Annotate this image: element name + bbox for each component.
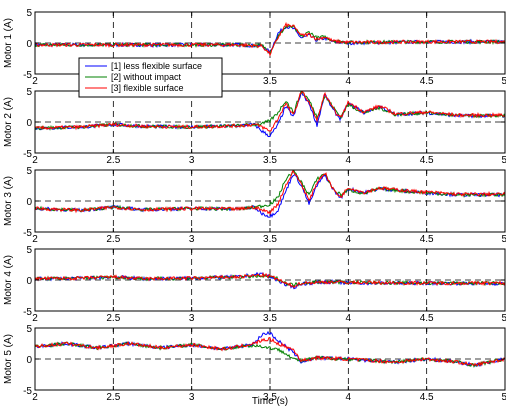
x-tick-label: 4.5 [420, 155, 434, 166]
subplot-motor-2: -5 0 5 2 2.5 3 3.5 4 4.5 5 Motor 2 (A) [3, 87, 506, 166]
x-tick-label: 2 [32, 392, 38, 403]
y-tick-label: 0 [26, 39, 32, 50]
y-axis-label: Motor 1 (A) [3, 18, 14, 68]
y-axis-label: Motor 5 (A) [3, 334, 14, 384]
y-tick-label: 0 [26, 355, 32, 366]
series-line-3 [35, 91, 505, 132]
legend-label-1: [1] less flexible surface [111, 61, 202, 71]
series-group [35, 271, 505, 290]
y-tick-label: 5 [26, 8, 32, 19]
x-tick-label: 4 [346, 155, 352, 166]
x-tick-label: 4.5 [420, 234, 434, 245]
x-tick-label: 5 [501, 234, 506, 245]
x-tick-label: 4 [346, 392, 352, 403]
series-line-3 [35, 271, 505, 289]
x-tick-label: 3.5 [263, 155, 277, 166]
x-tick-label: 5 [501, 313, 506, 324]
series-line-3 [35, 170, 505, 215]
x-tick-label: 4.5 [420, 76, 434, 87]
y-tick-label: -5 [23, 228, 32, 239]
series-group [35, 170, 505, 218]
x-tick-label: 4 [346, 234, 352, 245]
legend-label-2: [2] without impact [111, 72, 182, 82]
y-axis-label: Motor 4 (A) [3, 255, 14, 305]
x-tick-label: 4.5 [420, 313, 434, 324]
x-tick-label: 3.5 [263, 76, 277, 87]
legend-label-3: [3] flexible surface [111, 83, 184, 93]
series-line-2 [35, 24, 505, 55]
series-line-2 [35, 170, 505, 213]
x-tick-label: 5 [501, 155, 506, 166]
y-tick-label: 0 [26, 197, 32, 208]
x-tick-label: 4.5 [420, 392, 434, 403]
x-tick-label: 3 [189, 155, 195, 166]
y-axis-label: Motor 2 (A) [3, 97, 14, 147]
x-axis-label: Time (s) [252, 396, 288, 407]
y-tick-label: 5 [26, 324, 32, 335]
series-group [35, 330, 505, 368]
y-tick-label: 5 [26, 87, 32, 98]
x-tick-label: 2.5 [106, 313, 120, 324]
x-tick-label: 2 [32, 155, 38, 166]
y-tick-label: -5 [23, 149, 32, 160]
y-tick-label: -5 [23, 386, 32, 397]
subplot-motor-1: -5 0 5 2 3.5 4 4.5 5 Motor 1 (A) [3, 8, 506, 87]
x-tick-label: 2 [32, 234, 38, 245]
x-tick-label: 2.5 [106, 234, 120, 245]
y-tick-label: 0 [26, 276, 32, 287]
x-tick-label: 3 [189, 392, 195, 403]
y-axis-label: Motor 3 (A) [3, 176, 14, 226]
x-tick-label: 2.5 [106, 155, 120, 166]
series-line-1 [35, 25, 505, 55]
y-tick-label: 5 [26, 166, 32, 177]
y-tick-label: -5 [23, 70, 32, 81]
series-line-3 [35, 337, 505, 368]
x-tick-label: 2 [32, 76, 38, 87]
x-tick-label: 3.5 [263, 392, 277, 403]
x-tick-label: 5 [501, 392, 506, 403]
y-tick-label: -5 [23, 307, 32, 318]
x-tick-label: 3.5 [263, 234, 277, 245]
legend: [1] less flexible surface[2] without imp… [78, 57, 223, 98]
y-tick-label: 5 [26, 245, 32, 256]
subplot-motor-4: -5 0 5 2 2.5 3 3.5 4 4.5 5 Motor 4 (A) [3, 245, 506, 324]
x-tick-label: 3 [189, 313, 195, 324]
x-tick-label: 2 [32, 313, 38, 324]
x-tick-label: 2.5 [106, 392, 120, 403]
series-group [35, 91, 505, 138]
x-tick-label: 4 [346, 313, 352, 324]
subplot-motor-3: -5 0 5 2 2.5 3 3.5 4 4.5 5 Motor 3 (A) [3, 166, 506, 245]
x-tick-label: 4 [346, 76, 352, 87]
series-group [35, 21, 505, 57]
x-tick-label: 3 [189, 234, 195, 245]
series-line-3 [35, 21, 505, 57]
x-tick-label: 3.5 [263, 313, 277, 324]
y-tick-label: 0 [26, 118, 32, 129]
subplot-motor-5: -5 0 5 2 2.5 3 3.5 4 4.5 5 Motor 5 (A) [3, 324, 506, 403]
x-tick-label: 5 [501, 76, 506, 87]
